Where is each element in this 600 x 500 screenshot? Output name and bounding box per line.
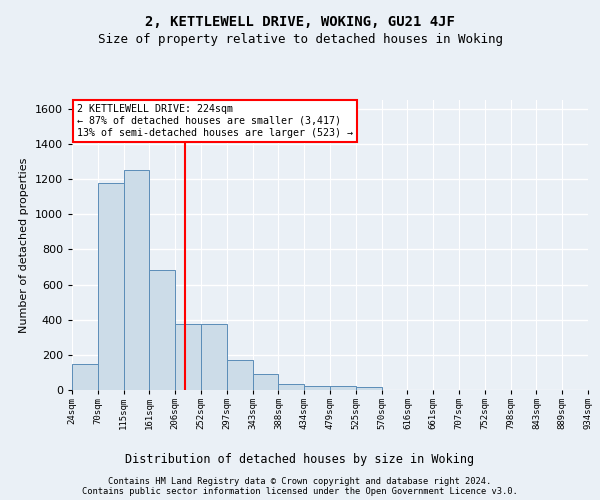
- Bar: [98, 184, 124, 390]
- Y-axis label: Number of detached properties: Number of detached properties: [19, 158, 29, 332]
- Text: 2, KETTLEWELL DRIVE, WOKING, GU21 4JF: 2, KETTLEWELL DRIVE, WOKING, GU21 4JF: [145, 15, 455, 29]
- Bar: [356, 388, 382, 390]
- Text: Contains public sector information licensed under the Open Government Licence v3: Contains public sector information licen…: [82, 487, 518, 496]
- Bar: [304, 386, 330, 390]
- Bar: [149, 270, 175, 390]
- Bar: [278, 384, 304, 390]
- Bar: [124, 170, 149, 390]
- Text: Contains HM Land Registry data © Crown copyright and database right 2024.: Contains HM Land Registry data © Crown c…: [109, 477, 491, 486]
- Bar: [201, 324, 227, 390]
- Bar: [330, 386, 356, 390]
- Bar: [72, 364, 98, 390]
- Bar: [227, 360, 253, 390]
- Text: Distribution of detached houses by size in Woking: Distribution of detached houses by size …: [125, 452, 475, 466]
- Bar: [175, 324, 201, 390]
- Text: 2 KETTLEWELL DRIVE: 224sqm
← 87% of detached houses are smaller (3,417)
13% of s: 2 KETTLEWELL DRIVE: 224sqm ← 87% of deta…: [77, 104, 353, 138]
- Bar: [253, 374, 278, 390]
- Text: Size of property relative to detached houses in Woking: Size of property relative to detached ho…: [97, 32, 503, 46]
